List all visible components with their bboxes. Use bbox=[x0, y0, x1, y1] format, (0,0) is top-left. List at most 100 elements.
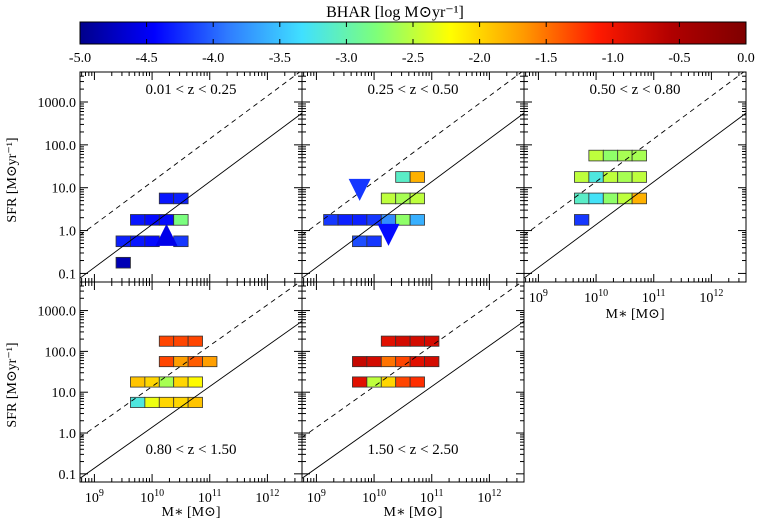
panel-3: 109 1010 1011 1012 0.50 < z < 0.80 bbox=[523, 71, 747, 306]
x-tick-label: 1010 bbox=[362, 488, 386, 506]
panel-frame bbox=[79, 71, 303, 283]
colorbar-tick-label: -0.5 bbox=[668, 51, 690, 66]
dashed-line bbox=[524, 72, 745, 236]
heatmap-cell bbox=[602, 149, 619, 162]
heatmap-cell bbox=[409, 335, 425, 347]
heatmap-cell bbox=[158, 396, 175, 408]
heatmap-cell bbox=[173, 396, 189, 408]
heatmap-cell bbox=[187, 396, 203, 408]
heatmap-cell bbox=[144, 214, 160, 226]
heatmap-cell bbox=[409, 356, 425, 368]
y-tick-label: 1000.0 bbox=[38, 96, 77, 111]
heatmap-cell bbox=[424, 356, 440, 368]
heatmap-cell bbox=[380, 335, 397, 347]
heatmap-cell bbox=[144, 396, 160, 408]
x-axis-label-middle: M∗ [M⊙] bbox=[384, 505, 443, 520]
x-tick-label: 1011 bbox=[198, 488, 222, 506]
heatmap-cell bbox=[130, 376, 146, 388]
solid-line bbox=[524, 112, 746, 279]
solid-line bbox=[80, 320, 302, 479]
x-tick-label: 1011 bbox=[642, 288, 666, 306]
panel-label: 0.25 < z < 0.50 bbox=[367, 82, 458, 98]
heatmap-cell bbox=[187, 356, 203, 368]
panel-plot-area bbox=[302, 282, 524, 479]
y-tick-label: 100.0 bbox=[45, 139, 77, 154]
colorbar-tick-label: -1.5 bbox=[535, 51, 557, 66]
heatmap-cell bbox=[574, 214, 590, 226]
heatmap-cell bbox=[602, 192, 619, 205]
heatmap-cell bbox=[337, 214, 353, 226]
heatmap-cell bbox=[380, 192, 397, 205]
heatmap-cell bbox=[588, 192, 604, 205]
heatmap-cell bbox=[173, 214, 189, 226]
heatmap-cell bbox=[173, 335, 189, 347]
y-tick-label: 10.0 bbox=[52, 386, 77, 401]
heatmap-cell bbox=[352, 214, 368, 226]
triangle-marker bbox=[348, 178, 371, 201]
y-tick-label: 1.0 bbox=[59, 225, 77, 240]
y-tick-label: 1.0 bbox=[59, 427, 77, 442]
colorbar-tick-label: -2.0 bbox=[469, 51, 491, 66]
triangle-marker bbox=[155, 223, 178, 246]
panel-1: 0.1 1.0 10.0 100.0 1000.0 0.01 < z < 0.25 bbox=[38, 71, 303, 283]
panel-label: 0.80 < z < 1.50 bbox=[145, 442, 236, 458]
x-tick-label: 1011 bbox=[420, 488, 444, 506]
heatmap-cell bbox=[588, 171, 604, 183]
y-tick-label: 0.1 bbox=[59, 468, 77, 483]
heatmap-cell bbox=[158, 335, 175, 347]
x-axis-label-right: M∗ [M⊙] bbox=[606, 307, 665, 322]
y-axis-label-top: SFR [M⊙yr⁻¹] bbox=[5, 137, 20, 222]
heatmap-cell bbox=[115, 256, 131, 269]
panel-label: 0.50 < z < 0.80 bbox=[589, 82, 680, 98]
heatmap-cell bbox=[380, 376, 397, 388]
heatmap-cell bbox=[617, 149, 633, 162]
y-tick-label: 0.1 bbox=[59, 267, 77, 282]
heatmap-cell bbox=[574, 192, 590, 205]
y-axis-label-bottom: SFR [M⊙yr⁻¹] bbox=[5, 342, 20, 427]
heatmap-cell bbox=[187, 376, 203, 388]
colorbar-ticks: -5.0 -4.5 -4.0 -3.5 -3.0 -2.5 -2.0 -1.5 -1.0 -0.5… bbox=[69, 22, 755, 66]
dashed-line bbox=[302, 282, 523, 438]
heatmap-cell bbox=[173, 376, 189, 388]
heatmap-cell bbox=[158, 214, 175, 226]
heatmap-cell bbox=[130, 396, 146, 408]
heatmap-cell bbox=[631, 171, 647, 183]
heatmap-cell bbox=[323, 214, 339, 226]
heatmap-cell bbox=[588, 149, 604, 162]
x-tick-label: 1012 bbox=[255, 488, 279, 506]
y-tick-label: 10.0 bbox=[52, 182, 77, 197]
heatmap-cell bbox=[115, 235, 131, 248]
heatmap-cell bbox=[144, 376, 160, 388]
heatmap-cell bbox=[409, 171, 425, 183]
heatmap-cell bbox=[380, 214, 397, 226]
heatmap-cell bbox=[409, 376, 425, 388]
colorbar-tick-label: -5.0 bbox=[69, 51, 91, 66]
panel-4: 0.1 1.0 10.0 100.0 1000.0 109 1010 1011 1012 0.80… bbox=[38, 281, 303, 506]
x-axis-label-left: M∗ [M⊙] bbox=[162, 505, 221, 520]
dashed-line bbox=[302, 72, 523, 236]
heatmap-cell bbox=[366, 356, 382, 368]
colorbar-tick-label: -1.0 bbox=[602, 51, 624, 66]
heatmap-cell bbox=[395, 376, 411, 388]
heatmap-cell bbox=[631, 149, 647, 162]
x-tick-label: 109 bbox=[529, 288, 548, 306]
heatmap-cell bbox=[631, 192, 647, 205]
heatmap-cell bbox=[574, 171, 590, 183]
panel-plot-area bbox=[80, 282, 302, 479]
y-tick-label: 100.0 bbox=[45, 345, 77, 360]
colorbar-tick-label: -4.0 bbox=[202, 51, 224, 66]
y-tick-label: 1000.0 bbox=[38, 305, 77, 320]
panels: 0.1 1.0 10.0 100.0 1000.0 0.01 < z < 0.25 0.25… bbox=[38, 71, 747, 506]
heatmap-cell bbox=[158, 192, 175, 205]
heatmap-cell bbox=[395, 171, 411, 183]
heatmap-cell bbox=[424, 335, 440, 347]
heatmap-cell bbox=[366, 376, 382, 388]
heatmap-cell bbox=[617, 171, 633, 183]
panel-5: 109 1010 1011 1012 1.50 < z < 2.50 bbox=[301, 281, 525, 506]
panel-plot-area bbox=[524, 72, 746, 279]
heatmap-cell bbox=[617, 192, 633, 205]
panel-plot-area bbox=[80, 72, 302, 279]
x-tick-label: 109 bbox=[307, 488, 326, 506]
panel-frame bbox=[523, 71, 747, 283]
